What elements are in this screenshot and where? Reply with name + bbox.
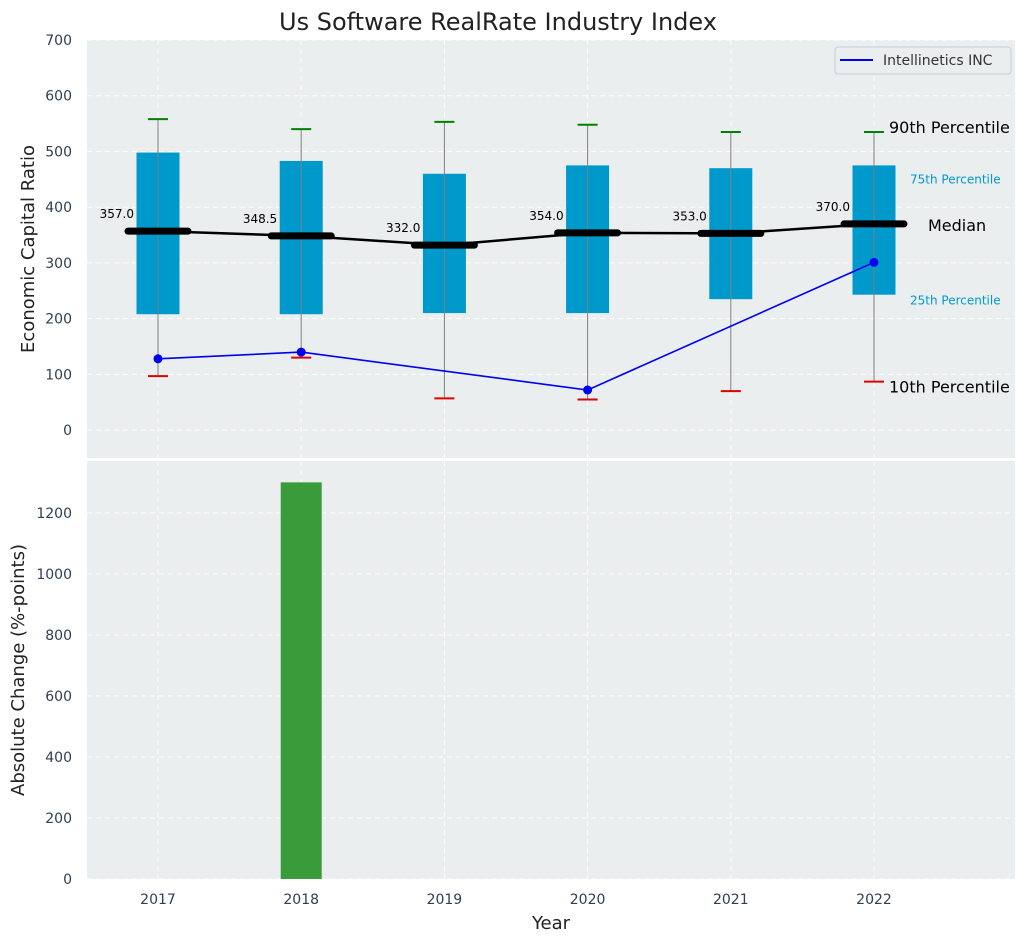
median-value-label: 357.0 [100,207,134,221]
top-y-tick-label: 400 [45,200,72,216]
company-series-point [583,385,593,395]
x-tick-label: 2022 [856,892,892,908]
bottom-gridlines [87,461,1015,880]
bottom-y-tick-label: 1200 [36,506,72,522]
p75-annotation: 75th Percentile [910,173,1001,187]
bottom-plot-marks [280,482,322,879]
company-series-point [869,257,879,267]
p10-annotation: 10th Percentile [889,378,1010,397]
median-value-label: 332.0 [386,221,420,235]
x-tick-label: 2019 [427,892,463,908]
bottom-y-axis-label: Absolute Change (%-points) [8,544,29,796]
company-series-point [296,347,306,357]
x-tick-label: 2021 [713,892,749,908]
median-value-label: 370.0 [816,200,850,214]
top-y-tick-label: 700 [45,33,72,49]
bottom-y-tick-label: 600 [45,689,72,705]
median-value-label: 348.5 [243,212,277,226]
median-value-label: 353.0 [672,209,706,223]
top-y-tick-labels: 0 100 200 300 400 500 600 700 [45,33,72,439]
legend-label-intellinetics: Intellinetics INC [883,53,993,69]
top-y-axis-label: Economic Capital Ratio [18,145,39,353]
x-tick-labels: 2017 2018 2019 2020 2021 2022 [140,892,892,908]
top-y-tick-label: 300 [45,256,72,272]
bottom-y-tick-label: 1000 [36,567,72,583]
company-series-point [153,354,163,364]
top-y-tick-label: 600 [45,89,72,105]
top-plot-marks: 357.0 348.5 332.0 354.0 353.0 370.0 90th Perce… [87,118,1015,461]
median-annotation: Median [928,216,986,235]
top-y-tick-label: 500 [45,144,72,160]
top-panel: 0 100 200 300 400 500 600 700 Economic Capital … [18,33,1015,461]
x-tick-label: 2020 [570,892,606,908]
x-tick-label: 2017 [140,892,176,908]
top-y-tick-label: 100 [45,367,72,383]
x-tick-label: 2018 [283,892,319,908]
bottom-panel: 0 200 400 600 800 1000 1200 Absolute Change (%… [8,461,1015,934]
bottom-y-tick-label: 200 [45,811,72,827]
change-bar [280,482,322,879]
legend[interactable]: Intellinetics INC [834,46,1012,75]
top-y-tick-label: 0 [63,423,72,439]
top-y-tick-label: 200 [45,312,72,328]
x-axis-label: Year [531,913,571,934]
legend-box [834,46,1012,75]
bottom-plot-area [87,461,1015,879]
company-series-line [157,261,875,391]
bottom-y-tick-label: 800 [45,628,72,644]
p25-annotation: 25th Percentile [910,294,1001,308]
bottom-y-tick-labels: 0 200 400 600 800 1000 1200 [36,506,72,888]
bottom-y-tick-label: 400 [45,750,72,766]
median-value-label: 354.0 [529,209,563,223]
p90-annotation: 90th Percentile [889,118,1010,137]
chart-title: Us Software RealRate Industry Index [279,8,717,36]
bottom-y-tick-label: 0 [63,872,72,888]
